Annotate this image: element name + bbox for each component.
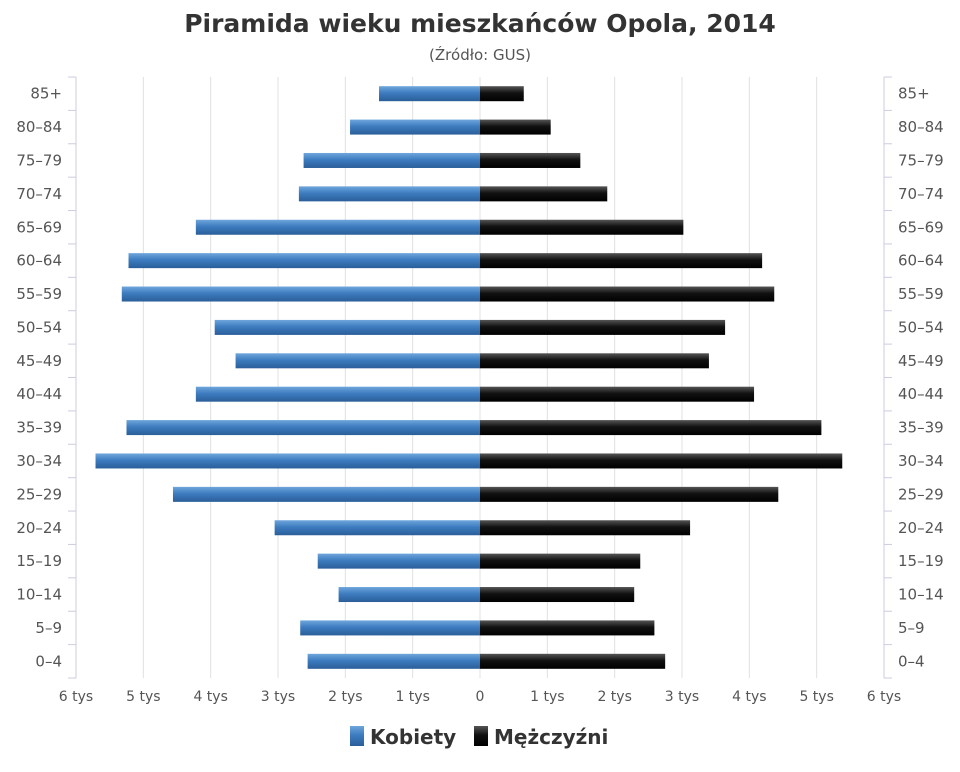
y-label-left: 5–9 (35, 619, 62, 637)
bar-mezczyzni[interactable] (480, 319, 726, 335)
y-label-right: 65–69 (898, 218, 944, 236)
y-label-left: 35–39 (16, 419, 62, 437)
bar-kobiety[interactable] (214, 319, 480, 335)
bar-mezczyzni[interactable] (480, 219, 684, 235)
y-label-right: 40–44 (898, 385, 944, 403)
x-tick-label: 6 tys (59, 689, 93, 705)
y-label-right: 55–59 (898, 285, 944, 303)
y-label-right: 45–49 (898, 352, 944, 370)
legend-item-mezczyzni[interactable]: Mężczyźni (474, 725, 608, 749)
bar-kobiety[interactable] (303, 152, 480, 168)
chart-subtitle: (Źródło: GUS) (429, 45, 531, 64)
x-tick-label: 2 tys (328, 689, 362, 705)
bar-kobiety[interactable] (274, 520, 480, 536)
bar-kobiety[interactable] (95, 453, 480, 469)
bar-kobiety[interactable] (195, 219, 480, 235)
y-label-right: 5–9 (898, 619, 925, 637)
y-label-left: 15–19 (16, 552, 62, 570)
x-tick-label: 4 tys (193, 689, 227, 705)
chart-title: Piramida wieku mieszkańców Opola, 2014 (184, 9, 776, 38)
y-label-right: 75–79 (898, 151, 944, 169)
bar-kobiety[interactable] (235, 353, 480, 369)
bar-kobiety[interactable] (121, 286, 480, 302)
y-label-left: 55–59 (16, 285, 62, 303)
y-label-right: 35–39 (898, 419, 944, 437)
y-label-right: 10–14 (898, 586, 944, 604)
legend-item-kobiety[interactable]: Kobiety (350, 725, 456, 749)
bar-mezczyzni[interactable] (480, 553, 641, 569)
bar-mezczyzni[interactable] (480, 286, 775, 302)
legend: Kobiety Mężczyźni (350, 725, 608, 749)
bar-kobiety[interactable] (379, 86, 480, 102)
y-label-right: 85+ (898, 85, 930, 103)
y-label-right: 20–24 (898, 519, 944, 537)
x-tick-label: 1 tys (395, 689, 429, 705)
x-tick-label: 3 tys (665, 689, 699, 705)
y-label-left: 80–84 (16, 118, 62, 136)
bar-mezczyzni[interactable] (480, 453, 843, 469)
bar-kobiety[interactable] (307, 653, 480, 669)
bar-kobiety[interactable] (172, 486, 480, 502)
bar-kobiety[interactable] (300, 620, 480, 636)
y-label-right: 50–54 (898, 318, 944, 336)
bar-mezczyzni[interactable] (480, 119, 551, 135)
x-tick-label: 2 tys (597, 689, 631, 705)
bar-kobiety[interactable] (298, 186, 480, 202)
bar-kobiety[interactable] (126, 420, 481, 436)
x-tick-label: 0 (476, 689, 485, 705)
bar-mezczyzni[interactable] (480, 587, 635, 603)
y-label-left: 25–29 (16, 485, 62, 503)
y-label-left: 10–14 (16, 586, 62, 604)
y-label-right: 80–84 (898, 118, 944, 136)
y-label-left: 70–74 (16, 185, 62, 203)
bar-kobiety[interactable] (195, 386, 480, 402)
y-label-left: 50–54 (16, 318, 62, 336)
y-label-left: 85+ (30, 85, 62, 103)
bar-kobiety[interactable] (317, 553, 480, 569)
y-label-right: 0–4 (898, 652, 925, 670)
bar-mezczyzni[interactable] (480, 486, 779, 502)
y-label-right: 70–74 (898, 185, 944, 203)
bar-mezczyzni[interactable] (480, 86, 524, 102)
bar-mezczyzni[interactable] (480, 420, 822, 436)
bar-mezczyzni[interactable] (480, 152, 581, 168)
x-tick-label: 5 tys (126, 689, 160, 705)
y-label-left: 20–24 (16, 519, 62, 537)
x-tick-label: 5 tys (799, 689, 833, 705)
y-label-right: 30–34 (898, 452, 944, 470)
x-tick-label: 3 tys (261, 689, 295, 705)
bar-kobiety[interactable] (350, 119, 480, 135)
y-label-left: 40–44 (16, 385, 62, 403)
y-label-right: 15–19 (898, 552, 944, 570)
bar-mezczyzni[interactable] (480, 653, 666, 669)
bar-mezczyzni[interactable] (480, 386, 755, 402)
bar-kobiety[interactable] (128, 253, 480, 269)
bar-mezczyzni[interactable] (480, 520, 691, 536)
y-label-left: 30–34 (16, 452, 62, 470)
x-tick-label: 1 tys (530, 689, 564, 705)
y-label-right: 25–29 (898, 485, 944, 503)
y-label-left: 45–49 (16, 352, 62, 370)
bar-mezczyzni[interactable] (480, 186, 608, 202)
y-label-left: 75–79 (16, 151, 62, 169)
x-tick-label: 6 tys (867, 689, 901, 705)
y-label-left: 60–64 (16, 252, 62, 270)
y-label-left: 0–4 (35, 652, 62, 670)
bar-kobiety[interactable] (338, 587, 480, 603)
x-tick-label: 4 tys (732, 689, 766, 705)
bar-mezczyzni[interactable] (480, 253, 763, 269)
legend-label-mezczyzni: Mężczyźni (494, 725, 608, 749)
legend-swatch-mezczyzni (474, 726, 488, 746)
legend-label-kobiety: Kobiety (370, 725, 456, 749)
y-label-left: 65–69 (16, 218, 62, 236)
legend-swatch-kobiety (350, 726, 364, 746)
y-label-right: 60–64 (898, 252, 944, 270)
bar-mezczyzni[interactable] (480, 353, 709, 369)
bar-mezczyzni[interactable] (480, 620, 655, 636)
